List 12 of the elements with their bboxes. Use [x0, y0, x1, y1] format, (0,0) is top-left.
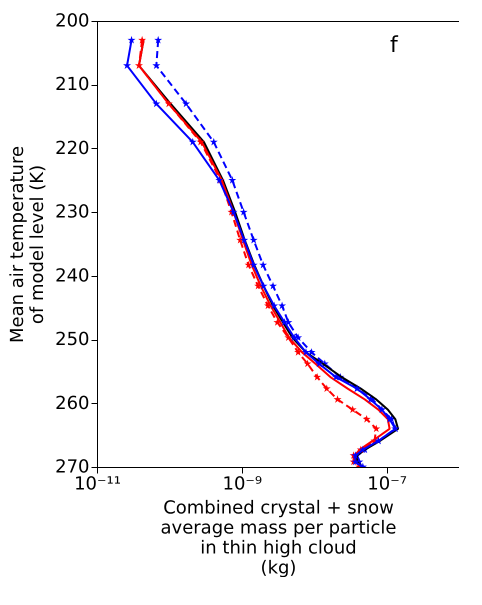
- y-axis-title: Mean air temperature of model level (K): [7, 146, 48, 344]
- y-tick-label: 200: [55, 10, 90, 32]
- x-tick-label: 10⁻⁹: [222, 474, 262, 494]
- x-tick-label: 10⁻⁷: [367, 474, 407, 494]
- y-tick-label: 260: [55, 392, 90, 414]
- y-tick-label: 230: [55, 202, 90, 223]
- y-tick-label: 210: [55, 74, 90, 96]
- x-axis-title: Combined crystal + snow average mass per particle in thin high cloud (kg): [160, 498, 396, 578]
- annotation: f: [390, 33, 399, 58]
- y-tick-label: 220: [55, 138, 90, 159]
- y-tick-label: 250: [55, 329, 90, 350]
- y-tick-label: 240: [55, 265, 90, 286]
